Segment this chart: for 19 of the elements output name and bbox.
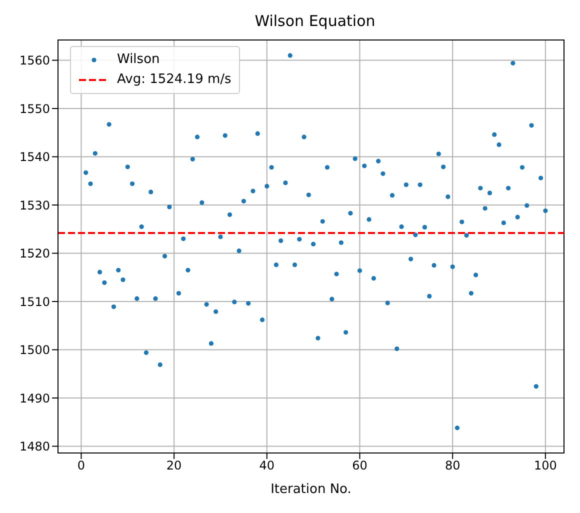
y-tick-label: 1500	[19, 343, 50, 358]
legend-label: Avg: 1524.19 m/s	[117, 71, 232, 89]
y-tick-label: 1510	[19, 294, 50, 309]
x-tick-label: 80	[444, 458, 460, 473]
y-tick-label: 1480	[19, 440, 50, 454]
chart-title: Wilson Equation	[254, 12, 376, 30]
x-axis-title: Iteration No.	[270, 482, 352, 497]
y-tick-label: 1530	[19, 198, 50, 212]
legend-label: Wilson	[117, 51, 160, 69]
y-tick-label: 1540	[19, 150, 50, 164]
y-tick-label: 1550	[19, 102, 50, 116]
x-tick-label: 0	[77, 458, 86, 473]
y-tick-label: 1560	[19, 54, 50, 68]
y-tick-label: 1490	[19, 391, 50, 406]
y-tick-label: 1520	[19, 246, 50, 261]
x-tick-label: 40	[259, 458, 275, 473]
x-tick-label: 100	[534, 458, 557, 473]
x-tick-label: 60	[352, 458, 368, 473]
x-tick-label: 20	[166, 458, 182, 473]
